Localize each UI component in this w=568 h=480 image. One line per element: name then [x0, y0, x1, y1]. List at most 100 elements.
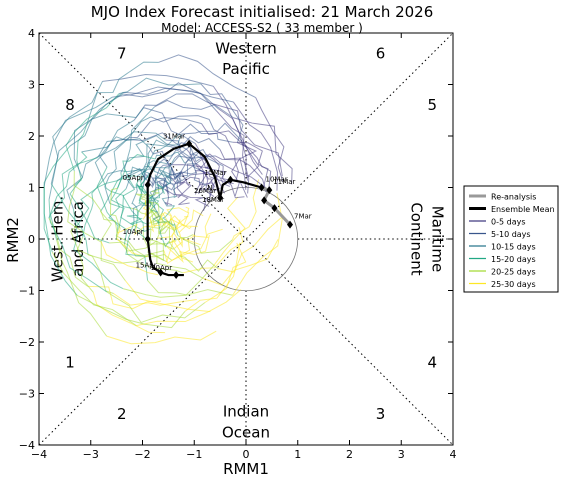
ensemble-member-line: [231, 179, 260, 241]
x-tick-label: −4: [31, 448, 47, 461]
phase-label: 1: [65, 354, 75, 372]
ensemble-member-line: [123, 244, 183, 274]
ensemble-member-line: [196, 163, 223, 192]
ensemble-member-line: [87, 285, 162, 310]
ensemble-member-line: [43, 96, 113, 187]
legend-label: Re-analysis: [491, 193, 536, 202]
x-tick-label: 3: [398, 448, 405, 461]
ensemble-mean-marker: [227, 175, 234, 184]
ensemble-member-line: [96, 166, 119, 240]
ensemble-member-line: [143, 107, 196, 144]
legend-label: 15-20 days: [491, 255, 536, 264]
diagonal-guide: [38, 32, 454, 446]
y-tick-label: 2: [28, 130, 35, 143]
ensemble-mean-date-label: 15Mar: [204, 169, 226, 177]
ensemble-member-line: [123, 87, 234, 103]
legend-label: 5-10 days: [491, 230, 531, 239]
y-tick-label: −4: [19, 439, 35, 452]
y-axis-label: RMM2: [4, 217, 22, 263]
ensemble-member-line: [157, 221, 171, 243]
ensemble-mean-date-label: 20Apr: [151, 264, 172, 272]
legend-label: 0-5 days: [491, 218, 526, 227]
ensemble-member-line: [164, 184, 173, 206]
ensemble-member-line: [69, 107, 145, 147]
ensemble-member-line: [100, 211, 126, 281]
ensemble-member-line: [92, 292, 166, 334]
ensemble-member-line: [70, 225, 94, 293]
ensemble-member-line: [177, 234, 233, 254]
ensemble-member-line: [77, 294, 186, 329]
ensemble-member-line: [161, 185, 177, 207]
region-label-top: Western: [215, 40, 277, 58]
ensemble-mean-marker: [186, 139, 193, 148]
ensemble-mean-date-label: 10Apr: [123, 228, 144, 236]
region-label-top: Pacific: [222, 60, 270, 78]
ensemble-member-line: [117, 167, 150, 182]
ensemble-member-line: [48, 91, 124, 200]
ensemble-member-line: [202, 239, 279, 286]
ensemble-member-line: [154, 207, 189, 228]
ensemble-member-line: [48, 151, 88, 219]
ensemble-member-line: [117, 154, 156, 189]
ensemble-member-line: [203, 171, 215, 197]
reanalysis-marker: [261, 196, 268, 205]
ensemble-mean-marker: [144, 180, 151, 189]
y-tick-label: −3: [19, 388, 35, 401]
ensemble-member-line: [122, 82, 219, 109]
ensemble-member-line: [214, 155, 267, 193]
ensemble-member-line: [50, 157, 98, 241]
ensemble-member-line: [150, 115, 215, 130]
ensemble-member-line: [129, 117, 202, 139]
ensemble-member-line: [106, 291, 206, 324]
diagonal-guide: [38, 32, 454, 446]
ensemble-member-line: [191, 171, 234, 185]
reanalysis-date-label: 10Mar: [266, 176, 288, 184]
ensemble-mean-marker: [173, 271, 180, 280]
reanalysis-date-label: 11Mar: [273, 178, 295, 186]
region-label-right: Maritime: [428, 206, 446, 272]
ensemble-member-line: [184, 242, 241, 312]
ensemble-member-line: [51, 251, 137, 327]
ensemble-member-line: [56, 240, 108, 337]
ensemble-member-line: [125, 221, 149, 281]
y-tick-label: −2: [19, 336, 35, 349]
ensemble-member-line: [201, 123, 260, 179]
ensemble-member-line: [168, 241, 219, 272]
ensemble-member-line: [113, 293, 197, 306]
legend-label: 10-15 days: [491, 243, 536, 252]
x-tick-label: −3: [83, 448, 99, 461]
ensemble-member-line: [106, 330, 217, 345]
region-label-bottom: Ocean: [222, 423, 270, 441]
ensemble-member-line: [147, 133, 182, 165]
region-label-bottom: Indian: [223, 403, 269, 421]
legend-box: [463, 185, 559, 293]
ensemble-member-line: [156, 158, 182, 184]
ensemble-member-line: [135, 178, 147, 196]
ensemble-member-line: [124, 143, 171, 190]
ensemble-member-line: [171, 228, 223, 261]
ensemble-mean-date-label: 15Apr: [136, 261, 157, 269]
y-tick-label: 0: [28, 233, 35, 246]
reanalysis-marker: [271, 204, 278, 213]
ensemble-member-line: [72, 208, 124, 290]
phase-label: 4: [428, 354, 438, 372]
ensemble-member-line: [122, 188, 152, 233]
ensemble-member-line: [124, 106, 155, 169]
ensemble-member-line: [67, 171, 102, 243]
phase-label: 3: [376, 405, 386, 423]
ensemble-member-line: [170, 136, 221, 151]
ensemble-member-line: [148, 173, 170, 195]
ensemble-mean-marker: [157, 268, 164, 277]
x-tick-label: −2: [134, 448, 150, 461]
ensemble-member-line: [172, 209, 204, 250]
chart-subtitle: Model: ACCESS-S2 ( 33 member ): [161, 21, 363, 35]
ensemble-member-line: [133, 194, 155, 240]
chart-title: MJO Index Forecast initialised: 21 March…: [91, 3, 434, 21]
y-tick-label: 1: [28, 182, 35, 195]
ensemble-member-line: [200, 83, 244, 143]
ensemble-member-line: [156, 178, 178, 191]
ensemble-member-line: [233, 101, 278, 191]
ensemble-mean-line: [146, 142, 262, 277]
legend-label: 25-30 days: [491, 280, 536, 289]
